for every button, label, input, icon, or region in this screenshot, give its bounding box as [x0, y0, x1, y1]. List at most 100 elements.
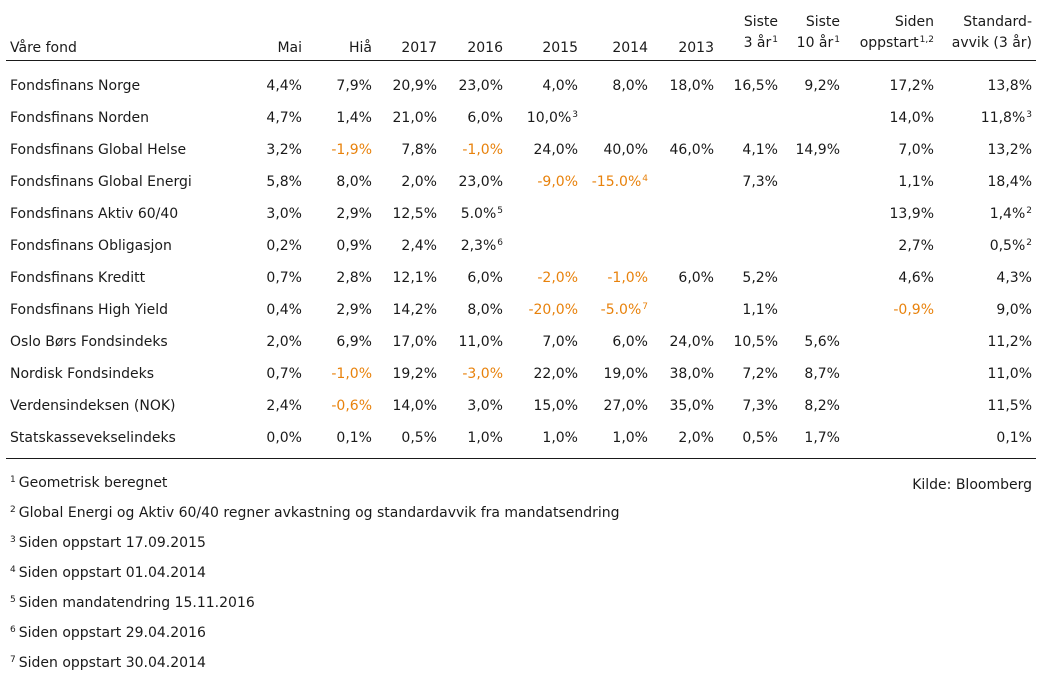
cell-2017: 19,2% [392, 366, 437, 382]
cell-siste-3-ar: 7,3% [742, 398, 778, 414]
cell-siden-oppstart: 17,2% [889, 78, 934, 94]
cell-siden-oppstart: -0,9% [893, 302, 934, 318]
fund-name: Statskassevekselindeks [10, 430, 176, 446]
fund-name: Fondsfinans Kreditt [10, 270, 146, 286]
cell-2013: 18,0% [669, 78, 714, 94]
cell-2015: -2,0% [537, 270, 578, 286]
cell-siste-10-ar: 8,7% [804, 366, 840, 382]
cell-hia: 2,9% [336, 206, 372, 222]
cell-2017: 14,2% [392, 302, 437, 318]
cell-hia: 2,8% [336, 270, 372, 286]
cell-2016: 1,0% [467, 430, 503, 446]
cell-siden-oppstart: 13,9% [889, 206, 934, 222]
cell-siste-3-ar: 5,2% [742, 270, 778, 286]
cell-siste-3-ar: 10,5% [733, 334, 778, 350]
footnote-number: 4 [10, 565, 16, 575]
cell-2015: 24,0% [533, 142, 578, 158]
cell-mai: 4,7% [266, 110, 302, 126]
cell-siden-oppstart: 1,1% [898, 174, 934, 190]
source-note: Kilde: Bloomberg [912, 477, 1032, 493]
fund-name: Verdensindeksen (NOK) [10, 398, 176, 414]
footnote-text: Siden oppstart 17.09.2015 [18, 535, 206, 551]
cell-standardavvik: 13,8% [987, 78, 1032, 94]
header-rule [6, 60, 1036, 61]
cell-2016: 2,3%6 [460, 238, 503, 254]
table-row: Fondsfinans Global Energi 5,8% 8,0% 2,0% 23,… [0, 172, 1058, 196]
cell-mai: 0,0% [266, 430, 302, 446]
cell-hia: 0,1% [336, 430, 372, 446]
footnote-text: Siden oppstart 29.04.2016 [18, 625, 206, 641]
header-mai: Mai [277, 40, 302, 56]
cell-siste-10-ar: 8,2% [804, 398, 840, 414]
cell-2013: 2,0% [678, 430, 714, 446]
cell-2017: 12,5% [392, 206, 437, 222]
header-standardavvik: Standard- avvik (3 år) [951, 14, 1032, 51]
footnote-marker: 2 [1026, 238, 1032, 248]
cell-siste-10-ar: 14,9% [795, 142, 840, 158]
cell-mai: 0,7% [266, 270, 302, 286]
cell-standardavvik: 11,2% [987, 334, 1032, 350]
table-row: Fondsfinans Norden 4,7% 1,4% 21,0% 6,0% 10,0%… [0, 108, 1058, 132]
header-2017: 2017 [401, 40, 437, 56]
table-row: Fondsfinans Norge 4,4% 7,9% 20,9% 23,0% 4,0% 8… [0, 76, 1058, 100]
cell-siden-oppstart: 14,0% [889, 110, 934, 126]
cell-hia: -1,0% [331, 366, 372, 382]
cell-standardavvik: 4,3% [996, 270, 1032, 286]
cell-mai: 2,0% [266, 334, 302, 350]
footnote-number: 3 [10, 535, 16, 545]
cell-siste-10-ar: 9,2% [804, 78, 840, 94]
cell-hia: 7,9% [336, 78, 372, 94]
footnote-marker: 5 [497, 206, 503, 216]
cell-2014: -15.0%4 [591, 174, 648, 190]
cell-2015: 4,0% [542, 78, 578, 94]
footnote: 4 Siden oppstart 01.04.2014 [10, 563, 206, 583]
footnote-number: 2 [10, 505, 16, 515]
cell-standardavvik: 1,4%2 [989, 206, 1032, 222]
fund-name: Fondsfinans Norden [10, 110, 149, 126]
cell-siste-3-ar: 7,2% [742, 366, 778, 382]
cell-2015: 7,0% [542, 334, 578, 350]
cell-2013: 35,0% [669, 398, 714, 414]
cell-2013: 38,0% [669, 366, 714, 382]
footnote-text: Siden oppstart 01.04.2014 [18, 565, 206, 581]
footnote-marker: 6 [497, 238, 503, 248]
header-2016: 2016 [467, 40, 503, 56]
footnote: 1 Geometrisk beregnet [10, 473, 167, 493]
cell-mai: 2,4% [266, 398, 302, 414]
fund-name: Nordisk Fondsindeks [10, 366, 155, 382]
cell-hia: 2,9% [336, 302, 372, 318]
footnote-text: Siden oppstart 30.04.2014 [18, 655, 206, 671]
table-row: Fondsfinans Global Helse 3,2% -1,9% 7,8% -1,… [0, 140, 1058, 164]
cell-siste-3-ar: 7,3% [742, 174, 778, 190]
cell-2015: 10,0%3 [526, 110, 578, 126]
footnote: 3 Siden oppstart 17.09.2015 [10, 533, 206, 553]
cell-standardavvik: 9,0% [996, 302, 1032, 318]
cell-mai: 0,4% [266, 302, 302, 318]
table-row: Fondsfinans Kreditt 0,7% 2,8% 12,1% 6,0% -2,0… [0, 268, 1058, 292]
header-siden-oppstart: Siden oppstart1,2 [859, 14, 934, 51]
cell-2016: 3,0% [467, 398, 503, 414]
cell-2014: -5.0%7 [600, 302, 648, 318]
cell-standardavvik: 0,5%2 [989, 238, 1032, 254]
cell-standardavvik: 0,1% [996, 430, 1032, 446]
cell-standardavvik: 11,8%3 [980, 110, 1032, 126]
table-row: Statskassevekselindeks 0,0% 0,1% 0,5% 1,0% 1,… [0, 428, 1058, 452]
cell-2014: 27,0% [603, 398, 648, 414]
table-row: Fondsfinans Aktiv 60/40 3,0% 2,9% 12,5% 5.0%… [0, 204, 1058, 228]
cell-2017: 7,8% [401, 142, 437, 158]
header-2015: 2015 [542, 40, 578, 56]
fund-name: Oslo Børs Fondsindeks [10, 334, 168, 350]
cell-siden-oppstart: 7,0% [898, 142, 934, 158]
cell-2013: 6,0% [678, 270, 714, 286]
table-bottom-rule [6, 458, 1036, 459]
table-row: Oslo Børs Fondsindeks 2,0% 6,9% 17,0% 11,0% 7… [0, 332, 1058, 356]
cell-2017: 12,1% [392, 270, 437, 286]
cell-2015: 1,0% [542, 430, 578, 446]
cell-2017: 20,9% [392, 78, 437, 94]
cell-siste-3-ar: 1,1% [742, 302, 778, 318]
cell-2013: 24,0% [669, 334, 714, 350]
cell-2016: 5.0%5 [460, 206, 503, 222]
cell-2015: 22,0% [533, 366, 578, 382]
cell-hia: 1,4% [336, 110, 372, 126]
cell-siden-oppstart: 2,7% [898, 238, 934, 254]
